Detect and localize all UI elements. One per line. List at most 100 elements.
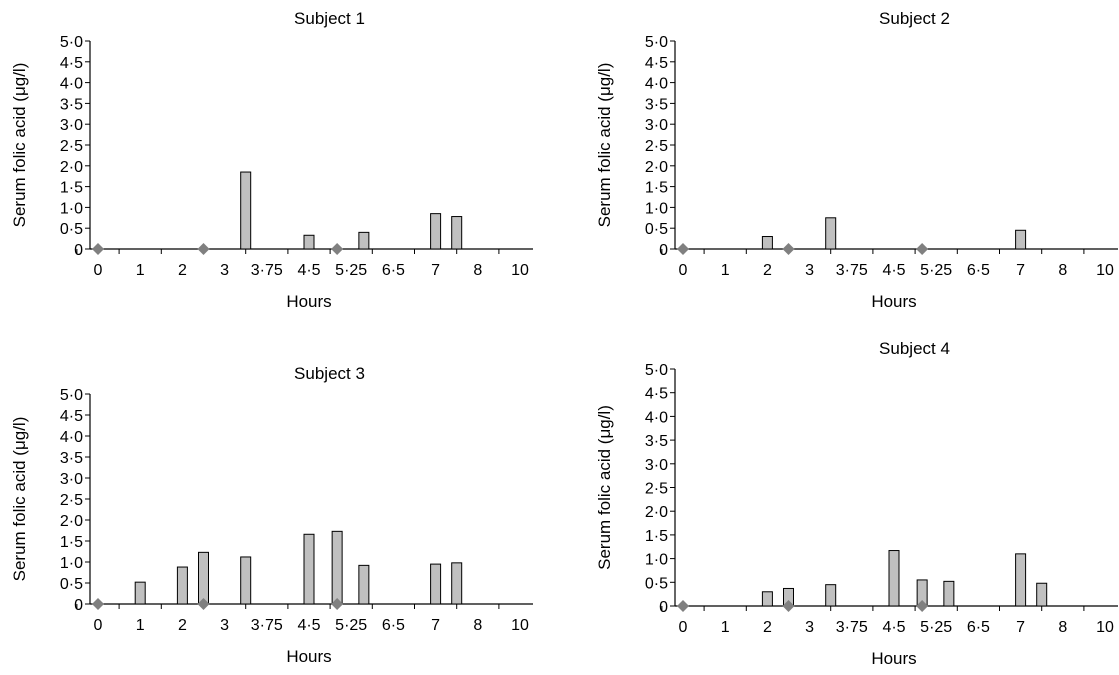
y-axis-label: Serum folic acid (μg/l) xyxy=(595,405,614,570)
diamond-marker xyxy=(331,598,344,610)
y-tick-label: 1·5 xyxy=(60,534,83,551)
subplot-2: Subject 2 Serum folic acid (μg/l) 0 0·5 1·0 1… xyxy=(595,9,1118,311)
y-tick-label: 3·5 xyxy=(645,96,668,113)
chart-title: Subject 2 xyxy=(879,9,950,28)
x-tick-label: 2 xyxy=(178,617,187,634)
y-tick-label: 2·5 xyxy=(645,481,668,498)
x-tick-label: 1 xyxy=(136,617,145,634)
y-tick-label: 2·0 xyxy=(645,159,668,176)
bar xyxy=(451,562,463,605)
y-tick-label: 0·5 xyxy=(645,221,668,238)
x-tick-label: 5·25 xyxy=(920,262,952,279)
y-tick-label: 5·0 xyxy=(645,362,668,379)
y-axis-label: Serum folic acid (μg/l) xyxy=(595,63,614,228)
bar xyxy=(943,580,955,607)
y-tick-label: 2·0 xyxy=(645,504,668,521)
x-tick-label: 1 xyxy=(721,619,730,636)
subplot-4: Subject 4 Serum folic acid (μg/l) 0 0·5 1·0 1… xyxy=(595,339,1118,668)
x-tick-label: 0 xyxy=(679,619,688,636)
y-tick-label: 0·5 xyxy=(60,576,83,593)
chart-title: Subject 1 xyxy=(294,9,365,28)
y-tick-label: 2·0 xyxy=(60,513,83,530)
diamond-marker xyxy=(197,598,210,610)
x-tick-label: 8 xyxy=(1058,619,1067,636)
y-tick-label: 5·0 xyxy=(60,34,83,51)
bar xyxy=(1036,582,1048,607)
x-tick-label: 3·75 xyxy=(251,617,283,634)
x-tick-label: 7 xyxy=(1016,262,1025,279)
x-tick-label: 2 xyxy=(178,262,187,279)
x-tick-label: 6·5 xyxy=(382,262,405,279)
x-axis-label: Hours xyxy=(286,292,331,311)
bar xyxy=(176,566,188,605)
x-tick-label: 4·5 xyxy=(297,262,320,279)
x-tick-label: 0 xyxy=(94,617,103,634)
x-tick-label: 4·5 xyxy=(297,617,320,634)
y-tick-label: 5·0 xyxy=(60,387,83,404)
y-tick-label: 4·5 xyxy=(645,386,668,403)
y-tick-label: 1·0 xyxy=(645,552,668,569)
x-tick-label: 10 xyxy=(1096,619,1114,636)
diamond-marker xyxy=(677,600,689,612)
x-tick-label: 1 xyxy=(136,262,145,279)
x-tick-label: 0 xyxy=(94,262,103,279)
y-tick-label: 4·5 xyxy=(645,55,668,72)
x-tick-label: 3·75 xyxy=(836,262,868,279)
bar xyxy=(134,581,146,605)
bar xyxy=(1015,553,1027,607)
diamond-marker xyxy=(916,600,929,612)
bar xyxy=(430,213,442,250)
x-tick-label: 3 xyxy=(220,262,229,279)
y-tick-label: 1·5 xyxy=(645,180,668,197)
y-tick-label: 4·0 xyxy=(645,409,668,426)
y-axis-label: Serum folic acid (μg/l) xyxy=(10,417,29,582)
bar xyxy=(888,550,900,607)
bar xyxy=(761,236,773,250)
x-tick-label: 3 xyxy=(805,262,814,279)
y-tick-label: 0·5 xyxy=(60,221,83,238)
y-tick-label: 2·5 xyxy=(645,138,668,155)
x-tick-label: 8 xyxy=(473,262,482,279)
bar xyxy=(358,564,370,605)
x-tick-label: 6·5 xyxy=(382,617,405,634)
y-tick-label: 1·5 xyxy=(60,180,83,197)
x-tick-label: 10 xyxy=(511,262,529,279)
y-tick-label: 4·0 xyxy=(645,76,668,93)
diamond-marker xyxy=(92,243,104,255)
y-tick-label: 3·0 xyxy=(60,117,83,134)
bar xyxy=(825,217,837,250)
x-tick-label: 5·25 xyxy=(335,262,367,279)
bar xyxy=(451,216,463,250)
y-tick-label: 0 xyxy=(74,242,83,259)
y-tick-label: 1·5 xyxy=(645,528,668,545)
y-tick-label: 1·0 xyxy=(645,200,668,217)
bar xyxy=(303,533,315,605)
x-tick-label: 4·5 xyxy=(882,262,905,279)
y-tick-label: 0 xyxy=(659,242,668,259)
x-tick-label: 0 xyxy=(679,262,688,279)
bar xyxy=(430,563,442,605)
bar xyxy=(761,591,773,607)
y-tick-label: 3·5 xyxy=(60,450,83,467)
bar xyxy=(240,171,252,250)
y-tick-label: 0 xyxy=(74,597,83,614)
x-tick-label: 4·5 xyxy=(882,619,905,636)
x-tick-label: 10 xyxy=(1096,262,1114,279)
bar xyxy=(331,530,343,605)
y-tick-label: 0·5 xyxy=(645,575,668,592)
y-tick-label: 2·5 xyxy=(60,492,83,509)
x-tick-label: 2 xyxy=(763,619,772,636)
y-tick-label: 2·0 xyxy=(60,159,83,176)
chart-title: Subject 3 xyxy=(294,364,365,383)
y-tick-label: 3·0 xyxy=(645,117,668,134)
y-tick-label: 3·5 xyxy=(645,433,668,450)
x-axis-label: Hours xyxy=(871,649,916,668)
bar xyxy=(825,584,837,607)
chart-title: Subject 4 xyxy=(879,339,950,358)
x-axis-label: Hours xyxy=(871,292,916,311)
x-tick-label: 7 xyxy=(431,617,440,634)
x-tick-label: 10 xyxy=(511,617,529,634)
diamond-marker xyxy=(782,600,795,612)
x-tick-label: 5·25 xyxy=(335,617,367,634)
